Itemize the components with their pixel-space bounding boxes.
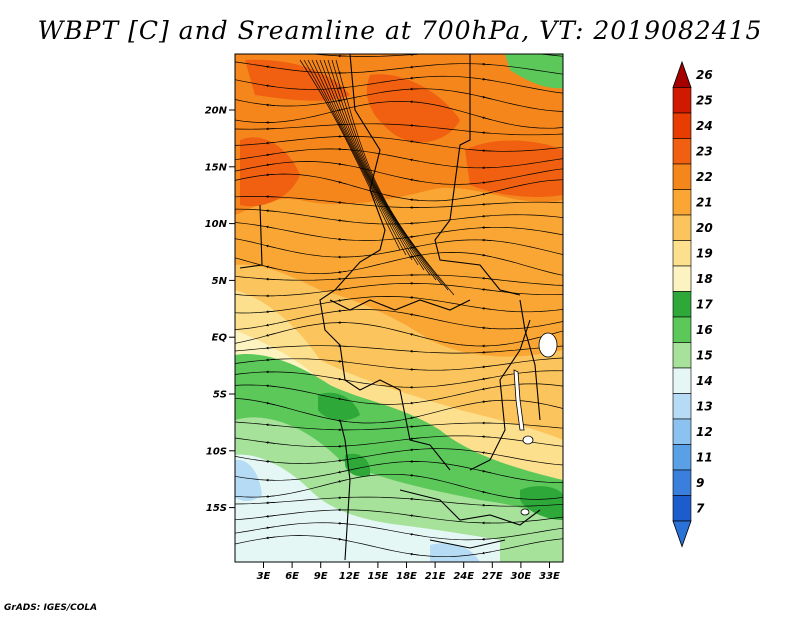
map-title: WBPT [C] and Sreamline at 700hPa, VT: 20… [37, 16, 763, 45]
lon-label: 6E [285, 571, 299, 582]
lon-label: 3E [257, 571, 271, 582]
map-frame [234, 53, 564, 563]
colorbar-label: 17 [696, 297, 713, 311]
lat-label: 20N [205, 106, 228, 117]
lakes [513, 332, 558, 516]
lat-label: EQ [212, 333, 228, 344]
colorbar-label: 14 [696, 374, 713, 388]
colorbar-segment [672, 418, 692, 445]
longitude-axis: 3E 6E 9E 12E 15E 18E 21E 24E 27E 30E 33E [257, 562, 560, 582]
colorbar-segment [672, 138, 692, 165]
colorbar-segment [672, 291, 692, 318]
lat-label: 10S [206, 446, 227, 457]
colorbar-label: 18 [696, 272, 713, 286]
colorbar-label: 9 [696, 476, 704, 490]
colorbar-label: 19 [696, 246, 713, 260]
colorbar-label: 25 [696, 93, 713, 107]
colorbar-label: 16 [696, 323, 713, 337]
colorbar-segment [672, 495, 692, 522]
colorbar-segment [672, 240, 692, 267]
colorbar-segment [672, 469, 692, 496]
colorbar-segment [672, 444, 692, 471]
lon-label: 18E [396, 571, 417, 582]
lon-label: 12E [339, 571, 360, 582]
colorbar-segment [672, 112, 692, 139]
colorbar-label: 24 [696, 119, 713, 133]
colorbar-bottom-arrow [672, 520, 692, 548]
colorbar-top-arrow [672, 60, 692, 88]
colorbar-segment [672, 214, 692, 241]
lon-label: 33E [539, 571, 560, 582]
colorbar-label: 20 [696, 221, 713, 235]
lat-label: 15S [206, 503, 227, 514]
latitude-axis: 20N 15N 10N 5N EQ 5S 10S 15S [205, 106, 235, 514]
colorbar-label: 7 [696, 501, 705, 515]
colorbar-segment [672, 265, 692, 292]
lat-label: 5S [213, 390, 227, 401]
streamlines [235, 54, 563, 558]
lat-label: 10N [205, 219, 228, 230]
colorbar-segment [672, 367, 692, 394]
colorbar-segment [672, 87, 692, 114]
colorbar-segment [672, 316, 692, 343]
colorbar: 26 25 24 23 22 21 20 19 18 17 16 15 14 13 12 11 9 7 [672, 60, 713, 548]
colorbar-segment [672, 163, 692, 190]
colorbar-label: 23 [696, 144, 713, 158]
colorbar-segment [672, 393, 692, 420]
colorbar-segment [672, 342, 692, 369]
country-borders [239, 54, 541, 561]
colorbar-label: 15 [696, 348, 713, 362]
lat-label: 5N [212, 276, 228, 287]
colorbar-label: 12 [696, 425, 713, 439]
lon-label: 15E [368, 571, 389, 582]
lat-label: 15N [205, 162, 228, 173]
grads-credit: GrADS: IGES/COLA [4, 603, 98, 613]
lon-label: 21E [425, 571, 446, 582]
lon-label: 30E [511, 571, 532, 582]
colorbar-label: 11 [696, 450, 713, 464]
colorbar-label: 22 [696, 170, 713, 184]
lon-label: 9E [314, 571, 328, 582]
colorbar-label: 13 [696, 399, 713, 413]
lon-label: 24E [453, 571, 474, 582]
map-field [235, 54, 563, 562]
colorbar-label: 21 [696, 195, 713, 209]
colorbar-segment [672, 189, 692, 216]
colorbar-label: 26 [696, 68, 713, 82]
lon-label: 27E [482, 571, 503, 582]
